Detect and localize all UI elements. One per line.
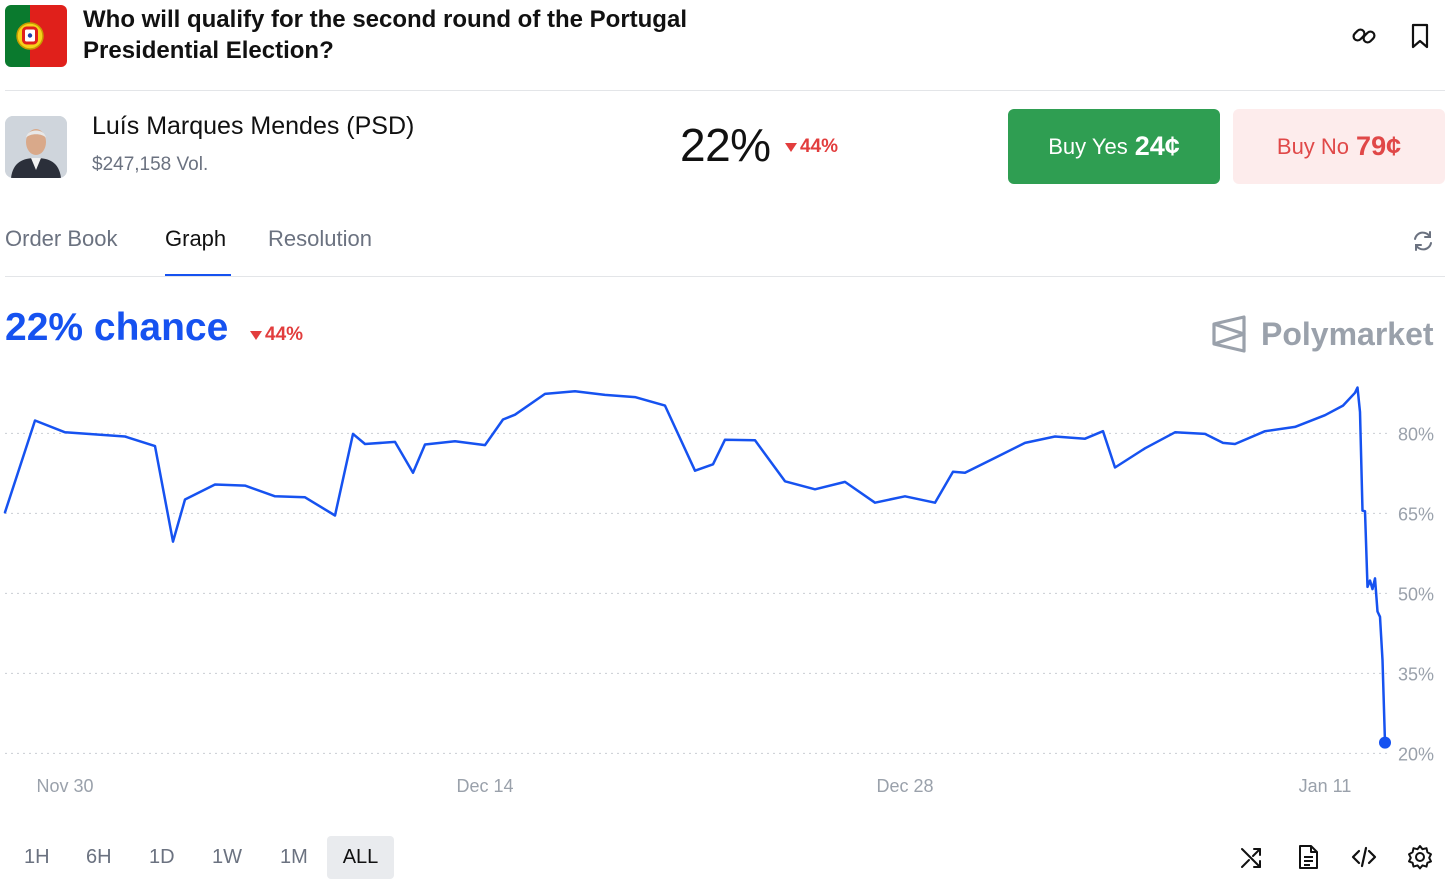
y-tick-label: 80% <box>1398 424 1434 444</box>
range-6h[interactable]: 6H <box>86 846 112 868</box>
y-tick-label: 65% <box>1398 504 1434 524</box>
current-value-dot <box>1379 736 1391 749</box>
portugal-flag-icon <box>5 5 67 67</box>
code-icon[interactable] <box>1350 843 1378 871</box>
refresh-icon[interactable] <box>1410 228 1436 254</box>
x-tick-label: Dec 28 <box>876 776 933 796</box>
brand-name: Polymarket <box>1261 315 1434 352</box>
header-divider <box>5 90 1445 91</box>
polymarket-watermark: Polymarket <box>1211 314 1434 354</box>
buy-no-label: Buy No <box>1276 133 1350 159</box>
shuffle-icon[interactable] <box>1238 843 1266 871</box>
link-icon[interactable] <box>1350 22 1378 50</box>
down-triangle-icon <box>785 142 797 152</box>
document-icon[interactable] <box>1294 843 1322 871</box>
market-title: Who will qualify for the second round of… <box>83 6 687 64</box>
buy-yes-label: Buy Yes <box>1048 133 1128 159</box>
y-tick-label: 50% <box>1398 584 1434 604</box>
y-tick-label: 20% <box>1398 744 1434 764</box>
buy-yes-button[interactable]: Buy Yes 24¢ <box>1008 109 1220 184</box>
range-1m[interactable]: 1M <box>280 846 308 868</box>
price-chart[interactable]: 80% 65% 50% 35% 20% Nov 30 Dec 14 Dec 28 Jan 11 <box>0 380 1456 800</box>
range-all[interactable]: ALL <box>327 836 394 879</box>
series-line <box>3 386 1387 744</box>
outcome-probability: 22% <box>680 119 771 171</box>
y-tick-label: 35% <box>1398 664 1434 684</box>
candidate-avatar <box>5 116 67 178</box>
tab-graph[interactable]: Graph <box>165 226 227 251</box>
x-tick-label: Jan 11 <box>1299 776 1352 796</box>
range-1h[interactable]: 1H <box>24 846 50 868</box>
active-tab-indicator <box>165 274 231 277</box>
tab-resolution[interactable]: Resolution <box>268 226 372 251</box>
chance-change-value: 44% <box>265 324 304 345</box>
range-1d[interactable]: 1D <box>149 846 175 868</box>
settings-icon[interactable] <box>1406 843 1434 871</box>
range-1w[interactable]: 1W <box>212 846 242 868</box>
buy-no-price: 79¢ <box>1356 131 1402 161</box>
chance-change: 44% <box>250 324 303 346</box>
down-triangle-icon <box>250 330 262 340</box>
tabs-divider <box>5 276 1445 277</box>
outcome-change: 44% <box>785 136 838 158</box>
buy-no-button[interactable]: Buy No 79¢ <box>1233 109 1445 184</box>
outcome-change-value: 44% <box>800 136 839 157</box>
x-tick-label: Nov 30 <box>36 776 93 796</box>
polymarket-logo-icon <box>1212 315 1246 353</box>
buy-yes-price: 24¢ <box>1134 131 1180 161</box>
chance-label: 22% chance <box>5 306 229 349</box>
tab-order-book[interactable]: Order Book <box>5 226 118 251</box>
x-tick-label: Dec 14 <box>456 776 513 796</box>
bookmark-icon[interactable] <box>1406 22 1434 50</box>
candidate-volume: $247,158 Vol. <box>92 154 209 175</box>
candidate-name: Luís Marques Mendes (PSD) <box>92 112 415 140</box>
